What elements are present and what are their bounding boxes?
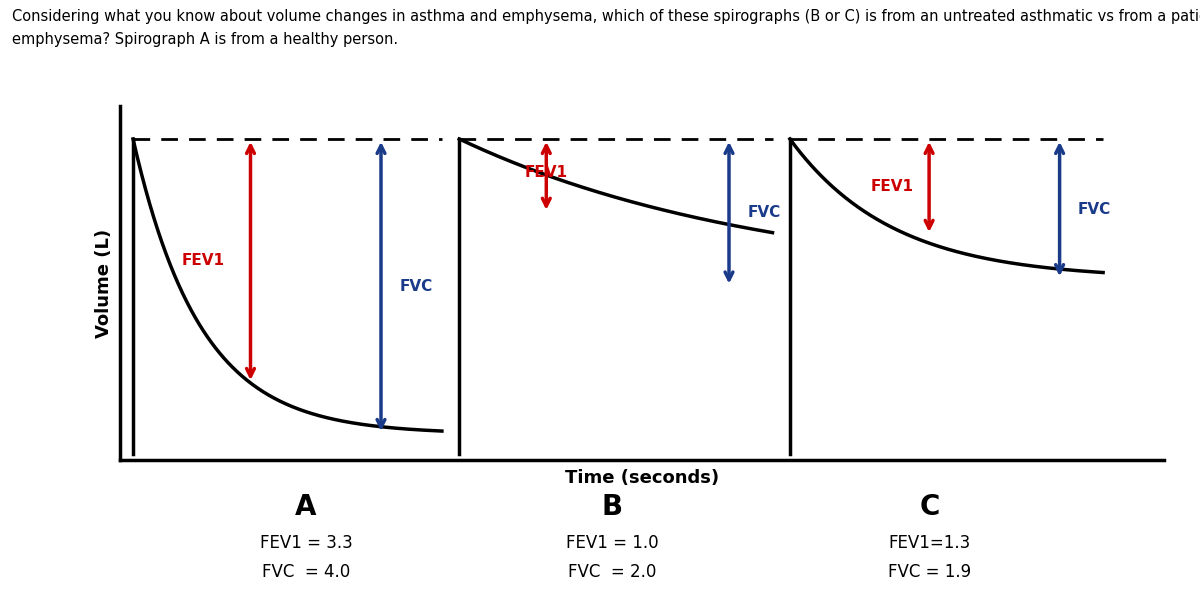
Text: FEV1=1.3: FEV1=1.3 — [889, 534, 971, 552]
Text: FEV1: FEV1 — [524, 165, 568, 180]
Text: A: A — [295, 493, 317, 520]
Text: FVC: FVC — [1078, 202, 1111, 217]
Text: FVC: FVC — [400, 279, 432, 294]
Text: B: B — [601, 493, 623, 520]
Text: FEV1: FEV1 — [871, 179, 914, 195]
Text: FVC  = 2.0: FVC = 2.0 — [568, 563, 656, 582]
Text: FEV1: FEV1 — [181, 254, 224, 268]
Text: FEV1 = 1.0: FEV1 = 1.0 — [565, 534, 659, 552]
Text: FVC = 1.9: FVC = 1.9 — [888, 563, 972, 582]
Text: Considering what you know about volume changes in asthma and emphysema, which of: Considering what you know about volume c… — [12, 9, 1200, 24]
Text: FVC: FVC — [748, 205, 780, 220]
Text: C: C — [920, 493, 940, 520]
X-axis label: Time (seconds): Time (seconds) — [565, 468, 719, 487]
Text: FEV1 = 3.3: FEV1 = 3.3 — [259, 534, 353, 552]
Text: FVC  = 4.0: FVC = 4.0 — [262, 563, 350, 582]
Text: emphysema? Spirograph A is from a healthy person.: emphysema? Spirograph A is from a health… — [12, 32, 398, 47]
Y-axis label: Volume (L): Volume (L) — [95, 229, 113, 337]
